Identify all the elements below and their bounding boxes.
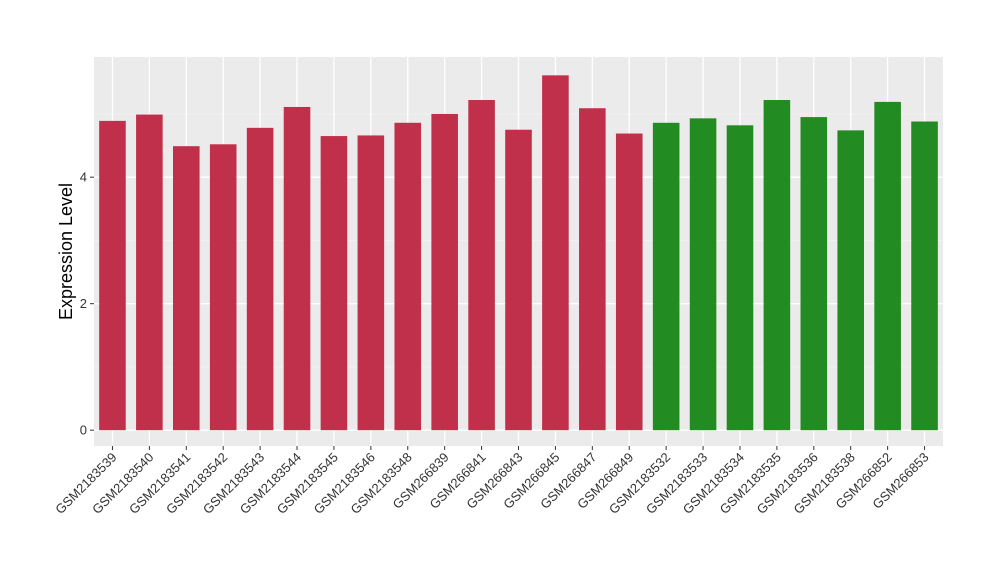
bar-GSM2183535 [763, 100, 791, 431]
y-tick-label: 2 [80, 296, 87, 311]
bar-GSM266852 [874, 101, 901, 431]
bar-GSM266853 [911, 121, 938, 431]
bar-GSM2183544 [283, 106, 311, 431]
bar-GSM2183545 [320, 136, 348, 431]
bar-GSM266847 [579, 108, 606, 431]
y-axis-title: Expression Level [56, 183, 76, 320]
y-axis: 0 2 4 [80, 170, 94, 438]
bar-GSM266843 [505, 129, 532, 431]
y-tick-label: 4 [80, 170, 87, 185]
bars [99, 75, 938, 431]
bar-GSM2183533 [689, 118, 717, 431]
bar-GSM2183538 [837, 130, 865, 431]
bar-GSM266841 [468, 100, 495, 431]
bar-GSM266849 [615, 133, 643, 431]
bar-GSM2183542 [209, 144, 237, 431]
bar-GSM2183540 [136, 114, 163, 431]
bar-GSM2183543 [246, 127, 274, 431]
bar-GSM2183534 [726, 125, 754, 431]
x-axis: GSM2183539GSM2183540GSM2183541GSM2183542… [52, 446, 932, 517]
bar-GSM2183548 [394, 122, 422, 431]
bar-GSM2183536 [800, 117, 828, 431]
y-tick-label: 0 [80, 423, 87, 438]
bar-GSM2183539 [99, 120, 126, 431]
bar-GSM266845 [542, 75, 569, 431]
bar-GSM2183546 [357, 135, 385, 431]
bar-GSM2183541 [172, 146, 200, 431]
bar-GSM2183532 [652, 122, 680, 431]
bar-GSM266839 [431, 113, 458, 431]
